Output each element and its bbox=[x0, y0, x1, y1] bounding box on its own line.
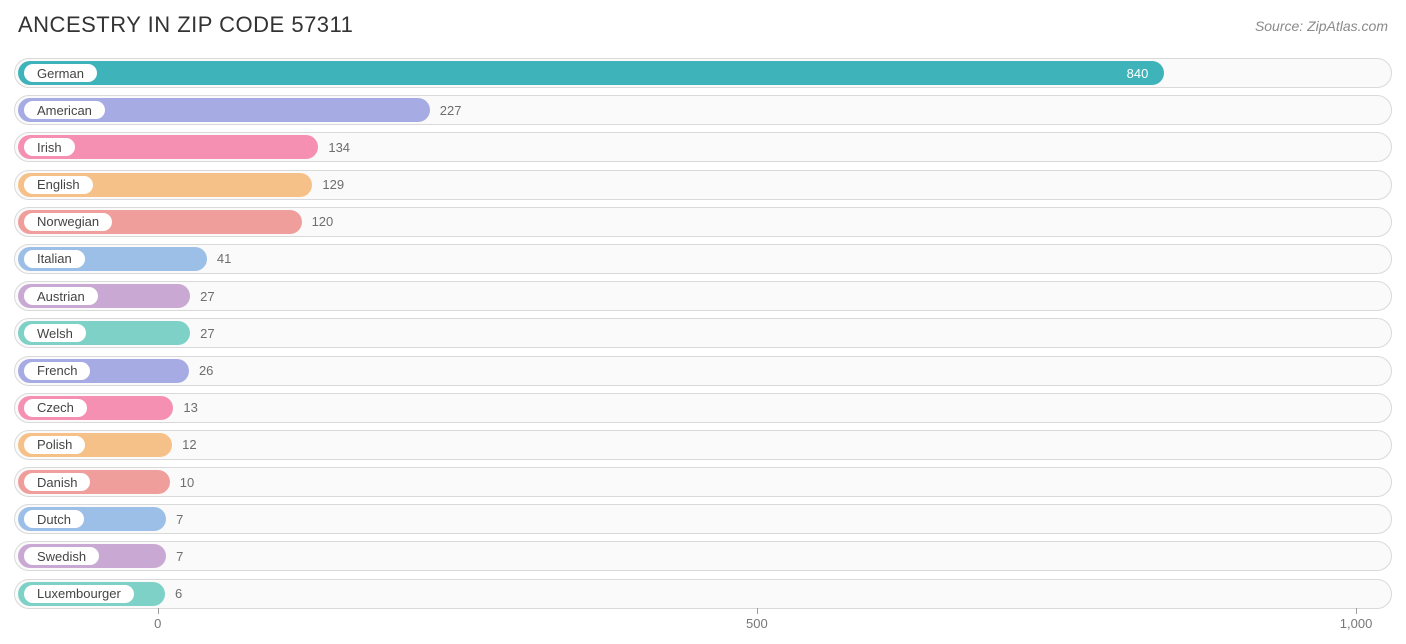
bar-label: Danish bbox=[24, 473, 90, 491]
bar-row: American 227 bbox=[14, 93, 1392, 127]
x-tick bbox=[757, 608, 758, 614]
source-attribution: Source: ZipAtlas.com bbox=[1255, 18, 1388, 34]
bar-label: Irish bbox=[24, 138, 75, 156]
bar-value: 6 bbox=[175, 577, 182, 611]
bar-track bbox=[14, 504, 1392, 534]
bar-row: Luxembourger 6 bbox=[14, 577, 1392, 611]
chart-container: ANCESTRY IN ZIP CODE 57311 Source: ZipAt… bbox=[0, 0, 1406, 644]
bar-row: Austrian 27 bbox=[14, 279, 1392, 313]
chart-area: German 840 American 227 Irish 134 English 129 No… bbox=[14, 56, 1392, 604]
x-tick-label: 1,000 bbox=[1340, 616, 1373, 631]
bar-label: Dutch bbox=[24, 510, 84, 528]
bar-track bbox=[14, 541, 1392, 571]
bar-label: Norwegian bbox=[24, 213, 112, 231]
bar-row: French 26 bbox=[14, 354, 1392, 388]
bar-row: Dutch 7 bbox=[14, 502, 1392, 536]
bar-label: French bbox=[24, 362, 90, 380]
bar-value: 840 bbox=[1127, 56, 1149, 90]
bar-label: American bbox=[24, 101, 105, 119]
bar-value: 7 bbox=[176, 539, 183, 573]
bar-track bbox=[14, 356, 1392, 386]
bar-row: German 840 bbox=[14, 56, 1392, 90]
bar-value: 134 bbox=[328, 130, 350, 164]
bar-value: 13 bbox=[183, 391, 197, 425]
bar-row: Swedish 7 bbox=[14, 539, 1392, 573]
bar-label: Austrian bbox=[24, 287, 98, 305]
bar-row: Polish 12 bbox=[14, 428, 1392, 462]
bar-row: Italian 41 bbox=[14, 242, 1392, 276]
bar-value: 10 bbox=[180, 465, 194, 499]
bar-value: 129 bbox=[322, 168, 344, 202]
x-tick bbox=[1356, 608, 1357, 614]
bar-value: 41 bbox=[217, 242, 231, 276]
bar-row: Danish 10 bbox=[14, 465, 1392, 499]
bar-label: German bbox=[24, 64, 97, 82]
bar-value: 120 bbox=[312, 205, 334, 239]
bar bbox=[18, 61, 1164, 85]
bar-track bbox=[14, 393, 1392, 423]
bar-track bbox=[14, 430, 1392, 460]
chart-title: ANCESTRY IN ZIP CODE 57311 bbox=[18, 12, 353, 38]
x-tick-label: 500 bbox=[746, 616, 768, 631]
bar-row: Welsh 27 bbox=[14, 316, 1392, 350]
bar-label: Polish bbox=[24, 436, 85, 454]
bar-row: Norwegian 120 bbox=[14, 205, 1392, 239]
bar-row: Irish 134 bbox=[14, 130, 1392, 164]
x-tick bbox=[158, 608, 159, 614]
x-axis: 0 500 1,000 bbox=[14, 608, 1392, 632]
bar-label: Czech bbox=[24, 399, 87, 417]
bar-value: 27 bbox=[200, 316, 214, 350]
bar-value: 27 bbox=[200, 279, 214, 313]
bar-track bbox=[14, 579, 1392, 609]
bar-track bbox=[14, 281, 1392, 311]
bar-track bbox=[14, 318, 1392, 348]
bar-label: Swedish bbox=[24, 547, 99, 565]
bar-value: 7 bbox=[176, 502, 183, 536]
bar-value: 26 bbox=[199, 354, 213, 388]
x-tick-label: 0 bbox=[154, 616, 161, 631]
bar-row: English 129 bbox=[14, 168, 1392, 202]
bar-label: English bbox=[24, 176, 93, 194]
bar-row: Czech 13 bbox=[14, 391, 1392, 425]
bar-value: 227 bbox=[440, 93, 462, 127]
bar-label: Welsh bbox=[24, 324, 86, 342]
bar-label: Luxembourger bbox=[24, 585, 134, 603]
bar-label: Italian bbox=[24, 250, 85, 268]
bar-value: 12 bbox=[182, 428, 196, 462]
bar-track bbox=[14, 467, 1392, 497]
